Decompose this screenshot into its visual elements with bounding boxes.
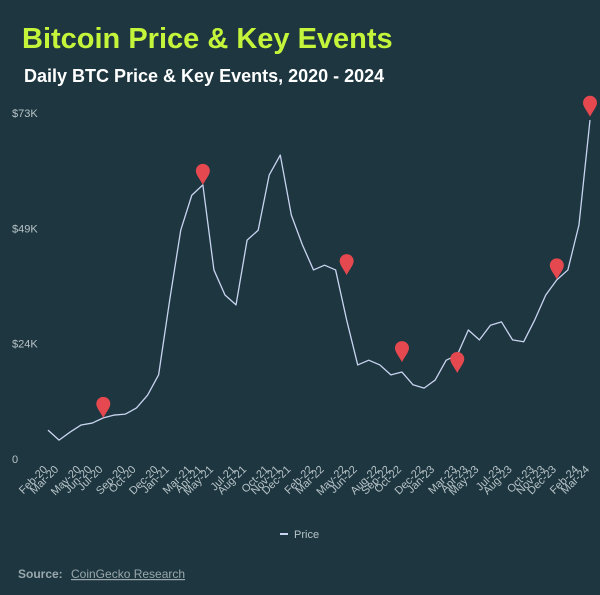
y-tick-label: $24K bbox=[12, 339, 38, 351]
chart-subtitle: Daily BTC Price & Key Events, 2020 - 202… bbox=[24, 66, 384, 86]
event-marker bbox=[450, 351, 465, 373]
event-marker bbox=[549, 258, 564, 280]
chart-title: Bitcoin Price & Key Events bbox=[22, 23, 393, 55]
price-line bbox=[47, 120, 591, 441]
source-label: Source: bbox=[18, 567, 63, 581]
event-marker bbox=[339, 254, 354, 276]
event-marker bbox=[394, 341, 409, 363]
y-tick-label: $73K bbox=[12, 108, 38, 120]
event-marker bbox=[583, 95, 597, 117]
source-link[interactable]: CoinGecko Research bbox=[71, 567, 185, 581]
event-marker bbox=[195, 163, 210, 185]
y-tick-label: $49K bbox=[12, 223, 38, 235]
event-marker bbox=[96, 396, 111, 418]
y-tick-label: 0 bbox=[12, 454, 18, 466]
legend-label: Price bbox=[294, 529, 319, 541]
